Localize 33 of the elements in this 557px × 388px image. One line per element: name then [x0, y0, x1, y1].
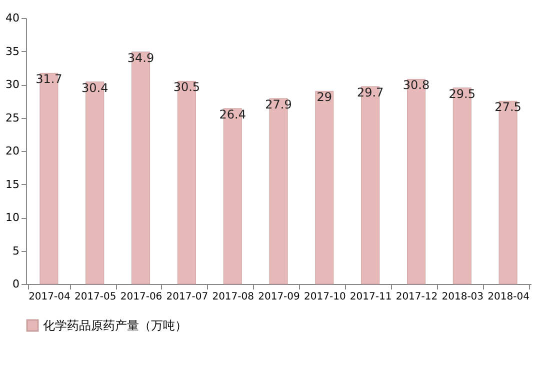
- bar: [315, 90, 334, 284]
- y-tick-label: 15: [6, 178, 20, 191]
- data-label: 30.4: [82, 80, 108, 95]
- data-label: 29.7: [356, 85, 384, 100]
- x-tick-label: 2017-07: [166, 292, 208, 302]
- x-tick-label: 2017-05: [74, 292, 116, 302]
- x-tick-label: 2017-09: [258, 292, 300, 302]
- x-tick-label: 2018-04: [488, 292, 530, 302]
- y-tick-label: 30: [6, 78, 20, 91]
- x-tick-label: 2018-03: [442, 292, 484, 302]
- y-tick-label: 0: [12, 278, 20, 290]
- data-label: 29.5: [448, 86, 476, 101]
- x-tick-label: 2017-11: [350, 292, 392, 302]
- y-tick-label: 20: [6, 144, 20, 158]
- data-label: 27.5: [494, 100, 522, 114]
- x-tick-label: 2017-08: [212, 292, 254, 302]
- y-tick-label: 5: [12, 244, 20, 258]
- y-tick-label: 35: [6, 44, 20, 58]
- data-label: 26.4: [219, 107, 246, 122]
- x-tick-label: 2017-12: [396, 292, 438, 302]
- legend-label: 化学药品原药产量（万吨）: [43, 318, 187, 332]
- data-label: 27.9: [265, 97, 292, 112]
- x-tick-label: 2017-06: [120, 292, 162, 302]
- x-tick-label: 2017-04: [28, 292, 70, 302]
- y-tick-label: 25: [6, 111, 20, 124]
- data-label: 34.9: [127, 50, 154, 65]
- y-tick-label: 40: [6, 12, 20, 24]
- y-tick-label: 10: [6, 211, 20, 224]
- data-label: 31.7: [36, 72, 62, 86]
- data-label: 30.5: [173, 80, 200, 94]
- x-tick-label: 2017-10: [304, 292, 346, 302]
- data-label: 30.8: [402, 78, 430, 92]
- data-label: 29: [316, 90, 332, 104]
